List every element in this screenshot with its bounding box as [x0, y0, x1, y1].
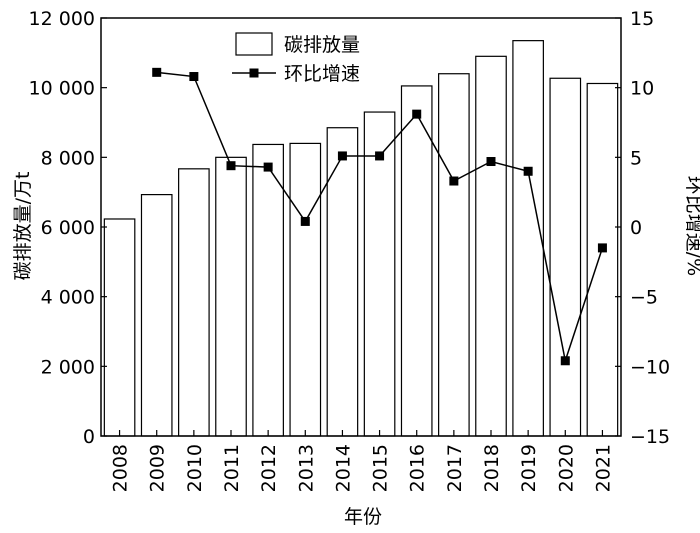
y-right-tick-label: 10 — [630, 78, 654, 100]
y-right-tick-label: −15 — [630, 426, 670, 448]
x-tick-label-2009: 2009 — [147, 444, 169, 492]
y-right-tick-label: −5 — [630, 287, 658, 309]
bar-2021 — [586, 82, 619, 437]
growth-point-2012 — [263, 162, 273, 172]
growth-point-2011 — [226, 161, 236, 171]
bar-2016 — [400, 85, 433, 437]
bar-2013 — [289, 142, 322, 437]
y-left-tick-label: 10 000 — [29, 78, 95, 100]
legend-bar-swatch — [235, 32, 273, 56]
legend-bar-label: 碳排放量 — [284, 34, 360, 56]
bar-2010 — [178, 168, 210, 437]
growth-point-2013 — [300, 216, 310, 226]
growth-point-2016 — [412, 109, 422, 119]
x-tick-label-2013: 2013 — [295, 444, 317, 492]
bars-layer — [103, 40, 619, 437]
line-layer — [152, 67, 607, 366]
x-tick-label-2012: 2012 — [258, 444, 280, 492]
growth-point-2014 — [337, 151, 347, 161]
x-tick-label-2019: 2019 — [518, 444, 540, 492]
bar-2015 — [363, 111, 396, 437]
bar-2009 — [140, 194, 173, 437]
y-right-tick-label: 0 — [630, 217, 642, 239]
y-left-tick-label: 8 000 — [41, 147, 95, 169]
y-axis-right-title: 环比增速/% — [683, 176, 700, 276]
bar-2011 — [215, 156, 247, 437]
y-right-tick-label: 5 — [630, 147, 642, 169]
x-tick-label-2015: 2015 — [370, 444, 392, 492]
x-tick-label-2021: 2021 — [592, 444, 614, 492]
x-tick-label-2020: 2020 — [555, 444, 577, 492]
bar-2017 — [438, 73, 470, 437]
legend-line-label: 环比增速 — [284, 63, 360, 85]
x-tick-label-2014: 2014 — [332, 444, 354, 492]
y-axis-left-title: 碳排放量/万t — [12, 172, 34, 281]
growth-point-2010 — [189, 72, 199, 82]
y-left-tick-label: 12 000 — [29, 8, 95, 30]
x-tick-label-2018: 2018 — [481, 444, 503, 492]
growth-point-2019 — [523, 166, 533, 176]
x-tick-label-2011: 2011 — [221, 444, 243, 492]
x-tick-label-2008: 2008 — [110, 444, 132, 492]
y-left-tick-label: 0 — [83, 426, 95, 448]
growth-point-2009 — [152, 67, 162, 77]
bar-2019 — [512, 40, 544, 437]
growth-point-2017 — [449, 176, 459, 186]
growth-point-2021 — [597, 243, 607, 253]
bar-2008 — [103, 218, 136, 437]
x-axis-title: 年份 — [344, 506, 382, 528]
y-right-tick-label: −10 — [630, 356, 670, 378]
x-tick-label-2010: 2010 — [184, 444, 206, 492]
y-right-tick-label: 15 — [630, 8, 654, 30]
bar-2012 — [252, 143, 284, 437]
legend: 碳排放量 环比增速 — [232, 32, 360, 85]
legend-line-marker — [249, 68, 259, 78]
growth-point-2020 — [560, 356, 570, 366]
growth-point-2018 — [486, 157, 496, 167]
y-left-tick-label: 2 000 — [41, 356, 95, 378]
x-tick-label-2017: 2017 — [444, 444, 466, 492]
bar-2018 — [475, 55, 507, 437]
x-tick-label-2016: 2016 — [407, 444, 429, 492]
y-left-tick-label: 6 000 — [41, 217, 95, 239]
growth-point-2015 — [375, 151, 385, 161]
y-left-tick-label: 4 000 — [41, 287, 95, 309]
bar-2020 — [549, 77, 582, 437]
ticks-layer: 0 2 000 4 000 6 000 8 000 10 000 12 000 −15 −10 −… — [29, 8, 671, 492]
